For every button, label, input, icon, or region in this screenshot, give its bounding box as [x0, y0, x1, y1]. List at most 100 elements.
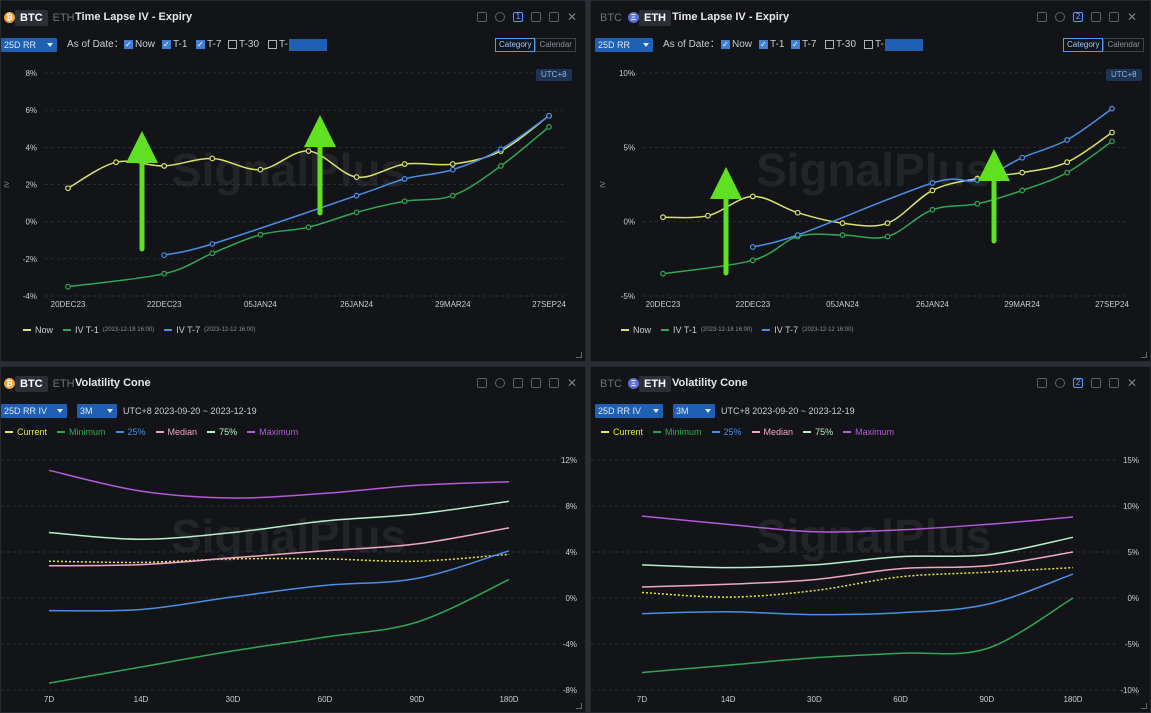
tab-btc[interactable]: BTC — [600, 378, 622, 390]
refresh-icon[interactable] — [1055, 378, 1065, 388]
tab-eth[interactable]: ETH — [52, 378, 75, 390]
chart-legend: Current Minimum 25% Median 75% Maximum — [5, 427, 298, 437]
metric-select[interactable]: 25D RR — [1, 38, 57, 52]
fullscreen-icon[interactable] — [1109, 12, 1119, 22]
checkbox-now[interactable] — [721, 37, 730, 53]
panel-header: ₿ BTC ETH Volatility Cone ✕ — [1, 367, 585, 401]
tenor-select[interactable]: 3M — [77, 404, 117, 418]
tab-btc[interactable]: BTC — [15, 376, 48, 392]
tab-eth[interactable]: ETH — [639, 10, 671, 26]
view-calendar[interactable]: Calendar — [1103, 38, 1144, 52]
legend-item-minimum[interactable]: Minimum — [653, 427, 702, 437]
close-icon[interactable]: ✕ — [567, 10, 578, 24]
x-tick-label: 14D — [134, 695, 149, 704]
legend-item-75pct[interactable]: 75% — [207, 427, 237, 437]
checkbox-t7[interactable] — [196, 37, 205, 53]
folder-icon[interactable] — [513, 378, 523, 388]
share-icon[interactable] — [1037, 378, 1047, 388]
view-category[interactable]: Category — [495, 38, 536, 52]
data-point — [546, 112, 552, 119]
fullscreen-icon[interactable] — [549, 378, 559, 388]
refresh-icon[interactable] — [1055, 12, 1065, 22]
tab-btc[interactable]: BTC — [600, 12, 622, 24]
checkbox-t7[interactable] — [791, 37, 800, 53]
panel-header-icons: ✕ — [477, 376, 578, 390]
x-tick-label: 30D — [226, 695, 241, 704]
asset-tabs: BTC ETH — [15, 376, 80, 392]
resize-handle[interactable] — [576, 703, 582, 709]
checkbox-custom[interactable] — [268, 40, 277, 49]
data-point — [794, 209, 801, 216]
panel-eth-time-lapse: BTC Ξ ETH Time Lapse IV - Expiry 2 ✕ 25D… — [590, 0, 1151, 362]
legend-item-median[interactable]: Median — [155, 427, 197, 437]
resize-handle[interactable] — [576, 352, 582, 358]
checkbox-now[interactable] — [124, 37, 133, 53]
tab-btc[interactable]: BTC — [15, 10, 48, 26]
legend-item-25pct[interactable]: 25% — [115, 427, 146, 437]
view-calendar[interactable]: Calendar — [535, 38, 576, 52]
legend-item-now[interactable]: Now — [621, 325, 651, 335]
series-line-maximum — [48, 469, 510, 499]
metric-select[interactable]: 25D RR IV — [1, 404, 67, 418]
window-number-icon[interactable]: 2 — [1073, 378, 1083, 388]
legend-item-maximum[interactable]: Maximum — [247, 427, 298, 437]
data-point — [353, 192, 360, 199]
legend-item-minimum[interactable]: Minimum — [57, 427, 106, 437]
close-icon[interactable]: ✕ — [1127, 376, 1138, 390]
checkbox-t30-label: T-30 — [836, 39, 857, 50]
panel-title: Volatility Cone — [672, 377, 748, 389]
duplicate-icon[interactable] — [531, 12, 541, 22]
close-icon[interactable]: ✕ — [1127, 10, 1138, 24]
tab-eth[interactable]: ETH — [639, 376, 671, 392]
legend-item-maximum[interactable]: Maximum — [843, 427, 894, 437]
checkbox-t1[interactable] — [759, 37, 768, 53]
checkbox-t30[interactable] — [228, 40, 237, 49]
duplicate-icon[interactable] — [531, 378, 541, 388]
window-number-icon[interactable]: 2 — [1073, 12, 1083, 22]
share-icon[interactable] — [1037, 12, 1047, 22]
legend-swatch — [803, 431, 812, 433]
legend-label: Minimum — [665, 427, 702, 437]
legend-item-t7[interactable]: IV T-7 (2023-12-12 16:00) — [164, 325, 255, 335]
metric-select[interactable]: 25D RR — [595, 38, 653, 52]
data-point — [929, 206, 936, 213]
checkbox-t30[interactable] — [825, 40, 834, 49]
tenor-select[interactable]: 3M — [673, 404, 715, 418]
refresh-icon[interactable] — [495, 12, 505, 22]
legend-item-t1[interactable]: IV T-1 (2023-12-18 16:00) — [661, 325, 752, 335]
series-line-median — [48, 527, 510, 567]
legend-item-now[interactable]: Now — [23, 325, 53, 335]
share-icon[interactable] — [477, 378, 487, 388]
y-tick-label: -2% — [23, 255, 37, 264]
fullscreen-icon[interactable] — [549, 12, 559, 22]
y-axis-label: IV — [4, 181, 11, 188]
legend-item-t1[interactable]: IV T-1 (2023-12-18 16:00) — [63, 325, 154, 335]
legend-item-25pct[interactable]: 25% — [711, 427, 742, 437]
refresh-icon[interactable] — [495, 378, 505, 388]
custom-days-input[interactable] — [289, 39, 327, 51]
window-number-icon[interactable]: 1 — [513, 12, 523, 22]
tab-eth[interactable]: ETH — [52, 12, 75, 24]
data-point — [884, 220, 891, 227]
custom-days-input[interactable] — [885, 39, 923, 51]
checkbox-t1[interactable] — [162, 37, 171, 53]
metric-select[interactable]: 25D RR IV — [595, 404, 663, 418]
legend-item-t7[interactable]: IV T-7 (2023-12-12 16:00) — [762, 325, 853, 335]
legend-swatch — [5, 431, 13, 433]
share-icon[interactable] — [477, 12, 487, 22]
resize-handle[interactable] — [1141, 703, 1147, 709]
close-icon[interactable]: ✕ — [567, 376, 578, 390]
resize-handle[interactable] — [1141, 352, 1147, 358]
legend-item-current[interactable]: Current — [601, 427, 643, 437]
legend-item-75pct[interactable]: 75% — [803, 427, 833, 437]
y-tick-label: -10% — [1120, 686, 1139, 695]
x-tick-label: 05JAN24 — [826, 300, 859, 309]
fullscreen-icon[interactable] — [1109, 378, 1119, 388]
legend-item-median[interactable]: Median — [751, 427, 793, 437]
legend-swatch — [601, 431, 609, 433]
duplicate-icon[interactable] — [1091, 378, 1101, 388]
checkbox-custom[interactable] — [864, 40, 873, 49]
view-category[interactable]: Category — [1063, 38, 1104, 52]
duplicate-icon[interactable] — [1091, 12, 1101, 22]
legend-item-current[interactable]: Current — [5, 427, 47, 437]
